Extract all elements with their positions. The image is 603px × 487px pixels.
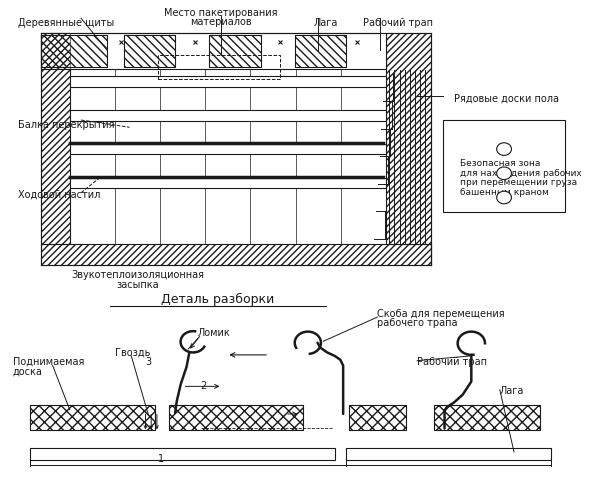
Circle shape [497,167,511,180]
Bar [295,35,346,67]
Text: материалов: материалов [190,17,251,27]
Bar [30,449,335,460]
Text: для нахождения рабочих: для нахождения рабочих [460,169,582,178]
Text: рабочего трапа: рабочего трапа [377,318,458,328]
Text: башенным краном: башенным краном [460,188,549,197]
Bar [386,33,431,244]
Bar [41,33,70,244]
Text: Деревянные щиты: Деревянные щиты [19,18,115,28]
Bar [349,405,406,430]
Bar [70,76,386,87]
Circle shape [497,191,511,204]
Text: 3: 3 [145,357,151,367]
Bar [434,405,540,430]
Bar [41,33,386,69]
Bar [169,405,303,430]
Text: Деталь разборки: Деталь разборки [161,293,274,306]
Bar [209,35,260,67]
Bar [30,405,155,430]
Bar [70,178,386,188]
Text: при перемещении груза: при перемещении груза [460,178,577,187]
Text: Безопасная зона: Безопасная зона [460,159,540,168]
Bar [169,405,303,430]
Text: 2: 2 [200,381,207,392]
Bar [295,35,346,67]
Bar [434,405,540,430]
Bar [124,35,175,67]
Bar [124,35,175,67]
Bar [349,405,406,430]
Bar [209,35,260,67]
Bar [70,110,386,120]
Bar [41,244,431,265]
Bar [41,35,107,67]
Text: Ходовой настил: Ходовой настил [19,190,101,200]
Text: доска: доска [13,367,43,377]
Text: 1: 1 [158,454,164,464]
Text: Звукотеплоизоляционная: Звукотеплоизоляционная [72,270,204,280]
Bar [70,144,386,154]
Text: Лага: Лага [500,386,524,396]
Bar [41,33,70,244]
Text: Балка перекрытия: Балка перекрытия [19,120,115,130]
Text: Место пакетирования: Место пакетирования [164,8,277,19]
Bar [386,33,431,244]
Text: Рядовые доски пола: Рядовые доски пола [454,93,559,103]
Text: Поднимаемая: Поднимаемая [13,357,84,367]
Bar [41,244,431,265]
Text: засыпка: засыпка [117,280,159,290]
Bar [346,449,551,460]
Text: Лага: Лага [314,18,338,28]
Bar [443,120,565,212]
Bar [41,35,107,67]
Bar [30,405,155,430]
Circle shape [497,143,511,155]
Text: Скоба для перемещения: Скоба для перемещения [377,309,505,318]
Text: Гвоздь: Гвоздь [115,347,151,357]
Text: Рабочий трап: Рабочий трап [417,357,487,367]
Text: Ломик: Ломик [198,328,231,338]
Bar [158,55,280,79]
Text: Рабочий трап: Рабочий трап [363,18,433,28]
